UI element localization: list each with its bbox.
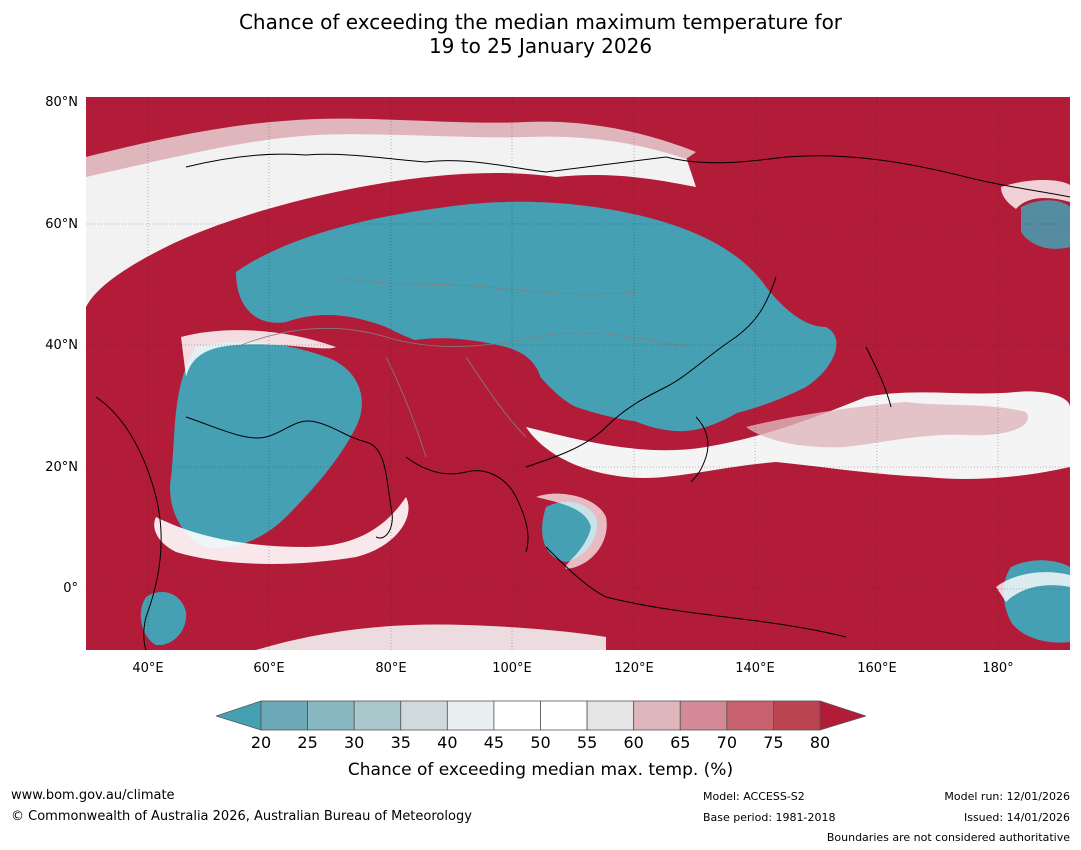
colorbar-segment <box>446 700 495 731</box>
chart-title-line-2: 19 to 25 January 2026 <box>428 34 653 58</box>
cool-region-arabia <box>170 341 362 548</box>
cool-region-east-china <box>556 352 776 432</box>
lon-label-80e: 80°E <box>375 661 407 676</box>
graticule <box>86 97 1070 650</box>
lat-label-60n: 60°N <box>45 217 78 232</box>
colorbar-segment <box>400 700 448 731</box>
colorbar-tick-label: 75 <box>763 733 784 752</box>
colorbar-segment <box>307 700 355 731</box>
colorbar-tick-label: 65 <box>670 733 691 752</box>
lon-label-120e: 120°E <box>614 661 654 676</box>
lat-label-20n: 20°N <box>45 460 78 475</box>
colorbar-tick-label: 70 <box>716 733 737 752</box>
neutral-rim-east-pacific <box>996 572 1070 602</box>
footer-base-period: Base period: 1981-2018 <box>703 811 836 824</box>
chart-title-line-1: Chance of exceeding the median maximum t… <box>238 10 843 34</box>
lon-label-40e: 40°E <box>132 661 164 676</box>
neutral-rim-arabia <box>181 330 336 377</box>
colorbar-tick-label: 35 <box>390 733 411 752</box>
footer-model-run: Model run: 12/01/2026 <box>944 790 1070 803</box>
colorbar-tick-label: 50 <box>530 733 551 752</box>
colorbar-segment <box>679 700 728 731</box>
pink-band-north <box>86 118 696 177</box>
pink-patches-pacific <box>746 402 1028 448</box>
cool-region-east-africa <box>140 592 187 646</box>
lon-label-100e: 100°E <box>492 661 532 676</box>
neutral-region-arabian-sea <box>154 497 409 564</box>
colorbar-label: Chance of exceeding median max. temp. (%… <box>347 760 734 780</box>
lon-label-180: 180° <box>982 661 1014 676</box>
colorbar-segments <box>260 700 821 731</box>
warm-region-tibet <box>359 338 543 475</box>
colorbar-segment <box>633 700 681 731</box>
colorbar-tick-label: 40 <box>437 733 458 752</box>
lat-label-40n: 40°N <box>45 338 78 353</box>
footer-model: Model: ACCESS-S2 <box>703 790 805 803</box>
colorbar-high-extension <box>819 700 866 731</box>
lon-label-60e: 60°E <box>253 661 285 676</box>
lat-label-0: 0° <box>63 581 78 596</box>
colorbar-tick-label: 20 <box>250 733 272 752</box>
map-svg <box>86 97 1070 650</box>
footer-disclaimer: Boundaries are not considered authoritat… <box>826 831 1070 844</box>
neutral-rim-south-china-sea <box>536 493 607 569</box>
coastlines <box>95 153 1070 650</box>
country-borders <box>235 276 687 458</box>
footer-copyright: © Commonwealth of Australia 2026, Austra… <box>11 809 472 824</box>
neutral-rim-bering <box>1001 180 1070 209</box>
colorbar-segment <box>353 700 402 731</box>
colorbar-segment <box>540 700 588 731</box>
cool-region-central-asia <box>236 201 837 424</box>
colorbar-segment <box>493 700 541 731</box>
colorbar-tick-label: 80 <box>809 733 831 752</box>
neutral-streak-indian-ocean <box>256 624 606 650</box>
colorbar <box>216 700 866 731</box>
footer-issued: Issued: 14/01/2026 <box>963 811 1070 824</box>
colorbar-tick-label: 45 <box>483 733 505 752</box>
footer-url[interactable]: www.bom.gov.au/climate <box>11 788 175 803</box>
colorbar-tick-label: 30 <box>343 733 365 752</box>
colorbar-low-extension <box>216 700 262 731</box>
colorbar-tick-label: 60 <box>623 733 644 752</box>
colorbar-segment <box>773 700 821 731</box>
cool-region-bering <box>1021 200 1070 249</box>
lat-label-80n: 80°N <box>45 95 78 110</box>
colorbar-segment <box>586 700 635 731</box>
colorbar-tick-label: 25 <box>297 733 318 752</box>
colorbar-segment <box>726 700 774 731</box>
probability-map <box>86 97 1070 650</box>
lon-label-140e: 140°E <box>735 661 775 676</box>
colorbar-segment <box>260 700 308 731</box>
lon-label-160e: 160°E <box>857 661 897 676</box>
colorbar-tick-label: 55 <box>576 733 598 752</box>
